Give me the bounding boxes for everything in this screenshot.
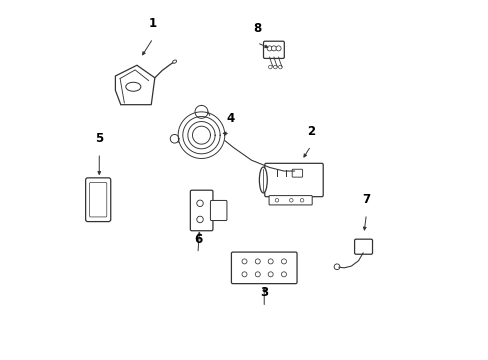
Circle shape [255,272,260,277]
Text: 1: 1 [149,17,157,31]
Circle shape [242,259,246,264]
Circle shape [289,198,292,202]
FancyBboxPatch shape [264,163,323,197]
Circle shape [271,46,276,51]
Polygon shape [115,65,155,105]
FancyBboxPatch shape [292,169,302,177]
FancyBboxPatch shape [268,195,311,205]
FancyBboxPatch shape [210,201,226,221]
FancyBboxPatch shape [85,178,110,222]
Text: 2: 2 [306,125,314,138]
Circle shape [278,65,282,69]
Ellipse shape [125,82,141,91]
FancyBboxPatch shape [354,239,372,254]
Circle shape [275,198,278,202]
Ellipse shape [259,167,267,193]
Circle shape [333,264,339,270]
Circle shape [268,65,271,69]
Circle shape [300,198,303,202]
Circle shape [266,46,271,51]
Circle shape [255,259,260,264]
FancyBboxPatch shape [231,252,296,284]
Text: 3: 3 [260,287,268,300]
Text: 4: 4 [225,112,234,126]
Circle shape [273,65,277,69]
FancyBboxPatch shape [89,183,106,217]
Text: 7: 7 [362,193,370,206]
Circle shape [267,272,273,277]
FancyBboxPatch shape [190,190,212,231]
Circle shape [276,46,281,51]
FancyBboxPatch shape [263,41,284,58]
Circle shape [196,216,203,223]
Circle shape [281,259,286,264]
Text: 8: 8 [252,22,261,35]
Ellipse shape [172,60,176,63]
Circle shape [242,272,246,277]
Circle shape [196,200,203,207]
Circle shape [281,272,286,277]
Text: 5: 5 [95,132,103,145]
Circle shape [267,259,273,264]
Text: 6: 6 [193,233,202,246]
